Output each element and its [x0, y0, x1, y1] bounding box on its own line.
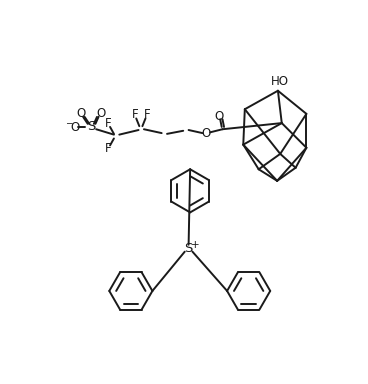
Text: O: O [215, 110, 224, 122]
Text: F: F [131, 108, 138, 121]
Text: +: + [191, 240, 200, 250]
Text: O: O [202, 127, 211, 140]
Text: O: O [70, 121, 79, 134]
Text: −: − [65, 119, 72, 127]
Text: S: S [184, 242, 193, 255]
Text: O: O [96, 107, 106, 119]
Text: O: O [76, 107, 85, 119]
Text: F: F [144, 108, 151, 121]
Text: F: F [105, 118, 112, 130]
Text: S: S [87, 121, 96, 133]
Text: HO: HO [270, 75, 289, 88]
Text: F: F [105, 142, 112, 155]
